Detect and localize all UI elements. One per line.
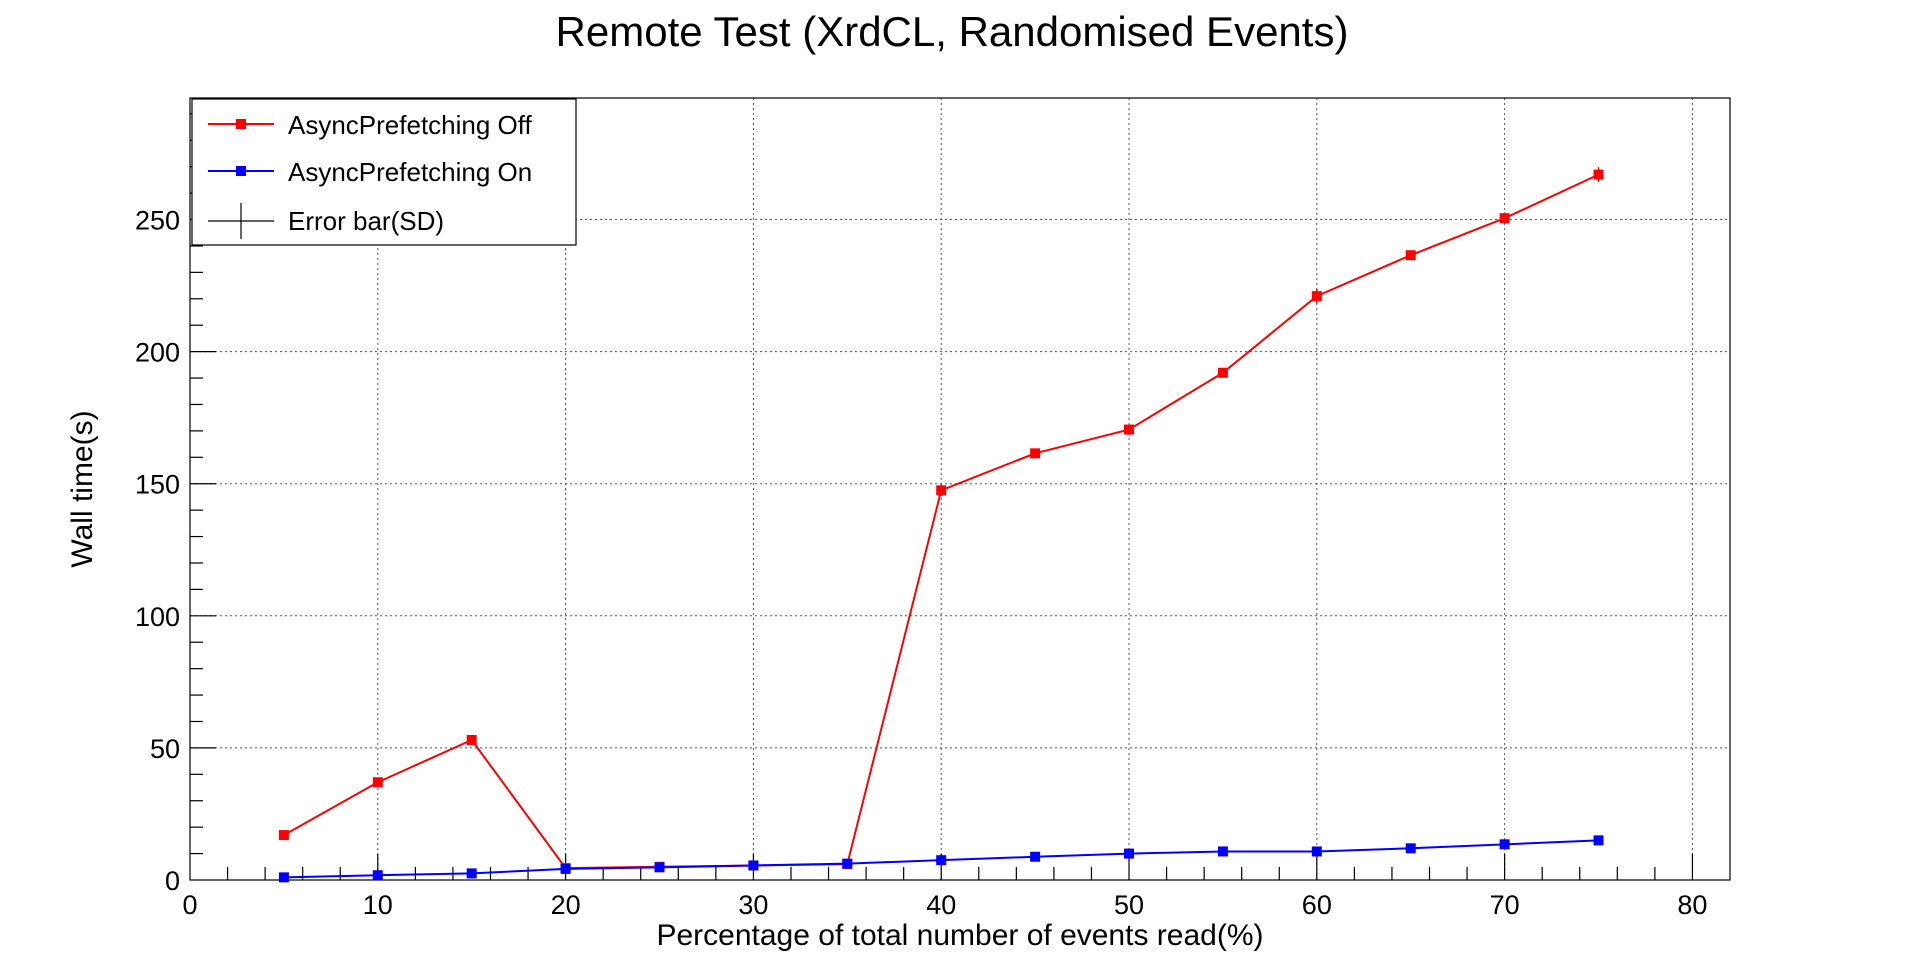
data-point (1124, 848, 1135, 859)
x-axis-label: Percentage of total number of events rea… (656, 919, 1263, 952)
y-tick-label: 50 (150, 734, 180, 764)
data-point (372, 870, 383, 881)
data-point (1217, 846, 1228, 857)
data-point (1030, 851, 1041, 862)
data-point (1499, 839, 1510, 850)
data-point (560, 863, 571, 874)
y-tick-label: 200 (135, 338, 180, 368)
x-tick-label: 30 (738, 890, 768, 920)
data-point (748, 860, 759, 871)
data-point (372, 777, 383, 788)
data-point (1405, 250, 1416, 261)
data-point (1217, 367, 1228, 378)
y-tick-label: 150 (135, 470, 180, 500)
data-point (466, 868, 477, 879)
legend-marker-on (236, 166, 246, 176)
data-point (936, 485, 947, 496)
x-tick-label: 10 (363, 890, 393, 920)
legend-label-on: AsyncPrefetching On (288, 157, 532, 187)
data-point (842, 858, 853, 869)
legend-marker-off (236, 119, 246, 129)
axis-ticks: 0 10 20 30 40 50 60 70 80 0 50 100 150 200 250 (135, 113, 1707, 920)
data-point (278, 830, 289, 841)
data-point (1499, 213, 1510, 224)
legend-item-error: Error bar(SD) (208, 203, 444, 239)
series-layer (278, 167, 1604, 883)
data-point (1593, 169, 1604, 180)
legend-item-off: AsyncPrefetching Off (208, 110, 533, 140)
data-point (1030, 448, 1041, 459)
legend-label-off: AsyncPrefetching Off (288, 110, 533, 140)
data-point (1593, 835, 1604, 846)
x-tick-label: 50 (1114, 890, 1144, 920)
x-tick-label: 60 (1302, 890, 1332, 920)
x-tick-label: 0 (182, 890, 197, 920)
data-point (278, 872, 289, 883)
data-point (1311, 846, 1322, 857)
legend-label-error: Error bar(SD) (288, 206, 444, 236)
y-tick-label: 0 (165, 866, 180, 896)
data-point (1311, 291, 1322, 302)
y-axis-label: Wall time(s) (66, 410, 99, 567)
chart-title: Remote Test (XrdCL, Randomised Events) (556, 8, 1349, 55)
data-point (654, 862, 665, 873)
x-tick-label: 40 (926, 890, 956, 920)
legend: AsyncPrefetching Off AsyncPrefetching On… (191, 98, 577, 246)
x-tick-label: 80 (1677, 890, 1707, 920)
data-point (466, 734, 477, 745)
legend-item-on: AsyncPrefetching On (208, 157, 532, 187)
y-tick-label: 100 (135, 602, 180, 632)
data-point (1124, 424, 1135, 435)
y-tick-label: 250 (135, 206, 180, 236)
x-tick-label: 20 (551, 890, 581, 920)
data-point (1405, 843, 1416, 854)
plot-frame (189, 97, 1731, 881)
data-point (936, 855, 947, 866)
x-tick-label: 70 (1490, 890, 1520, 920)
